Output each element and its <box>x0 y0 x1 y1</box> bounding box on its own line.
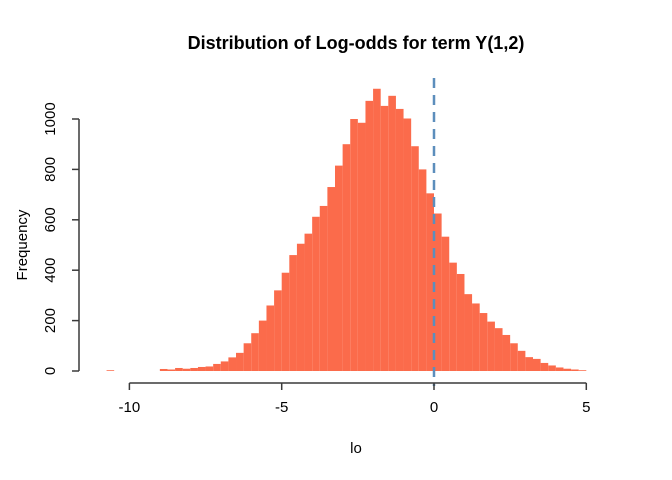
histogram-bar <box>479 313 488 371</box>
histogram-bar <box>403 118 412 371</box>
histogram-bar <box>517 350 526 371</box>
histogram-bar <box>411 146 419 371</box>
histogram-bar <box>350 119 358 371</box>
x-axis-label: lo <box>350 440 362 457</box>
chart-title: Distribution of Log-odds for term Y(1,2) <box>188 33 525 53</box>
histogram-bar <box>190 367 198 371</box>
histogram-bar <box>395 108 404 372</box>
histogram-bar <box>251 333 259 371</box>
y-tick-label: 600 <box>42 207 59 232</box>
histogram-bar <box>319 205 328 371</box>
x-tick-label: -5 <box>275 399 288 416</box>
histogram-bar <box>327 187 336 371</box>
y-tick-label: 200 <box>42 308 59 333</box>
histogram-bar <box>441 236 450 371</box>
histogram-bar <box>236 352 244 371</box>
axes: -10 -5 0 5 0 200 400 600 800 1000 <box>42 102 590 416</box>
histogram-bar <box>357 122 366 371</box>
histogram-bar <box>494 328 503 371</box>
histogram-bar <box>380 105 389 372</box>
histogram-bar <box>296 243 305 371</box>
histogram-bar <box>175 367 183 371</box>
histogram-bar <box>258 320 267 371</box>
histogram-bar <box>289 255 297 371</box>
y-tick-label: 1000 <box>42 102 59 135</box>
y-axis-label: Frequency <box>14 209 31 280</box>
x-tick-label: 5 <box>582 399 590 416</box>
histogram-bar <box>274 290 282 371</box>
histogram-bar <box>449 262 457 371</box>
histogram-bar <box>266 305 275 371</box>
histogram-bar <box>434 213 442 371</box>
histogram-bar <box>510 343 518 371</box>
histogram-bar <box>548 365 556 371</box>
histogram-bar <box>555 367 564 371</box>
histogram-bar <box>464 294 473 371</box>
histogram-bar <box>342 144 351 371</box>
histogram-bar <box>533 358 541 371</box>
histogram-bar <box>502 334 511 371</box>
x-tick-label: 0 <box>430 399 438 416</box>
histogram-bar <box>182 368 191 371</box>
histogram-bar <box>487 321 495 371</box>
y-tick-label: 0 <box>42 367 59 375</box>
histogram-bar <box>571 369 579 371</box>
histogram-bar <box>525 357 533 371</box>
histogram-bar <box>540 362 549 371</box>
y-tick-label: 800 <box>42 157 59 182</box>
histogram-bar <box>456 273 465 371</box>
histogram-bar <box>335 165 343 371</box>
histogram-bar <box>167 369 176 371</box>
histogram-bar <box>281 272 290 371</box>
histogram-bar <box>304 233 313 371</box>
histogram-bar <box>243 343 252 371</box>
histogram-bars <box>106 88 587 372</box>
histogram-bar <box>205 366 214 371</box>
histogram-bar <box>106 370 115 371</box>
histogram-bar <box>197 366 206 371</box>
histogram-bar <box>388 95 396 371</box>
histogram-bar <box>365 100 374 372</box>
histogram-bar <box>213 363 221 371</box>
x-tick-label: -10 <box>119 399 141 416</box>
y-tick-label: 400 <box>42 258 59 283</box>
histogram-bar <box>312 216 320 371</box>
histogram-bar <box>373 88 381 371</box>
histogram-bar <box>220 361 229 371</box>
histogram-bar <box>159 368 168 371</box>
histogram-bar <box>578 370 587 371</box>
histogram-bar <box>228 357 237 371</box>
histogram-bar <box>426 193 434 371</box>
histogram-bar <box>472 303 480 371</box>
histogram-bar <box>418 169 427 371</box>
histogram-bar <box>563 368 572 371</box>
